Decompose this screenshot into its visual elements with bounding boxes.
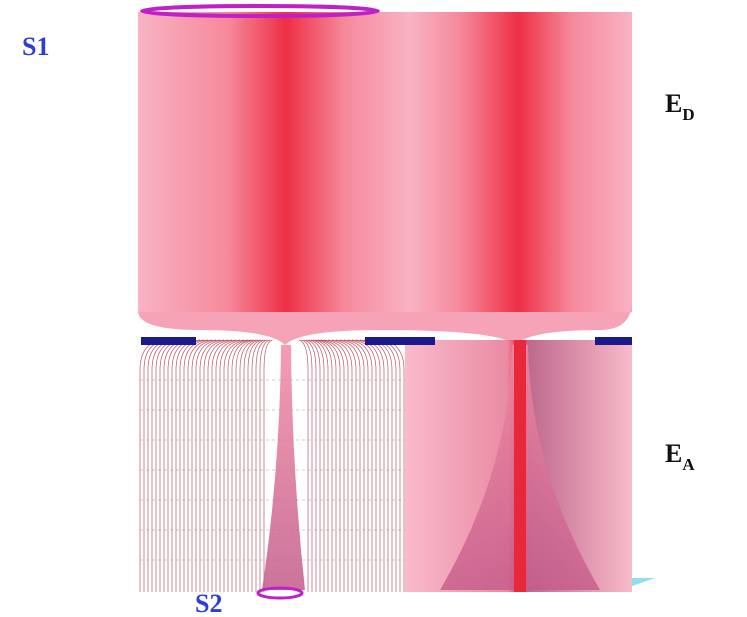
source-s1 <box>142 6 378 16</box>
label-ea: EA <box>665 439 695 474</box>
field-line <box>228 340 251 592</box>
label-s1: S1 <box>22 32 49 61</box>
label-s2: S2 <box>195 589 222 617</box>
marker <box>632 578 655 586</box>
field-line <box>248 340 263 592</box>
field-line <box>304 340 316 592</box>
electrode <box>365 337 435 345</box>
field-line <box>256 340 268 592</box>
electrode <box>141 337 196 345</box>
field-line <box>232 340 253 592</box>
label-base: E <box>665 439 682 468</box>
label-sub: D <box>682 105 694 124</box>
field-line <box>311 340 328 592</box>
field-line <box>240 340 258 592</box>
upper-field <box>138 12 632 312</box>
field-line <box>252 340 265 592</box>
source-s2 <box>258 588 302 598</box>
label-ed: ED <box>665 89 695 124</box>
label-sub: A <box>682 455 695 474</box>
funnel-left <box>262 345 305 590</box>
field-line <box>301 340 312 592</box>
field-line <box>236 340 256 592</box>
electrode <box>595 337 632 345</box>
field-line <box>318 340 340 592</box>
label-base: E <box>665 89 682 118</box>
figure: S1 S2 ED EA <box>0 0 747 617</box>
channel-right <box>514 340 526 592</box>
field-line <box>316 340 336 592</box>
